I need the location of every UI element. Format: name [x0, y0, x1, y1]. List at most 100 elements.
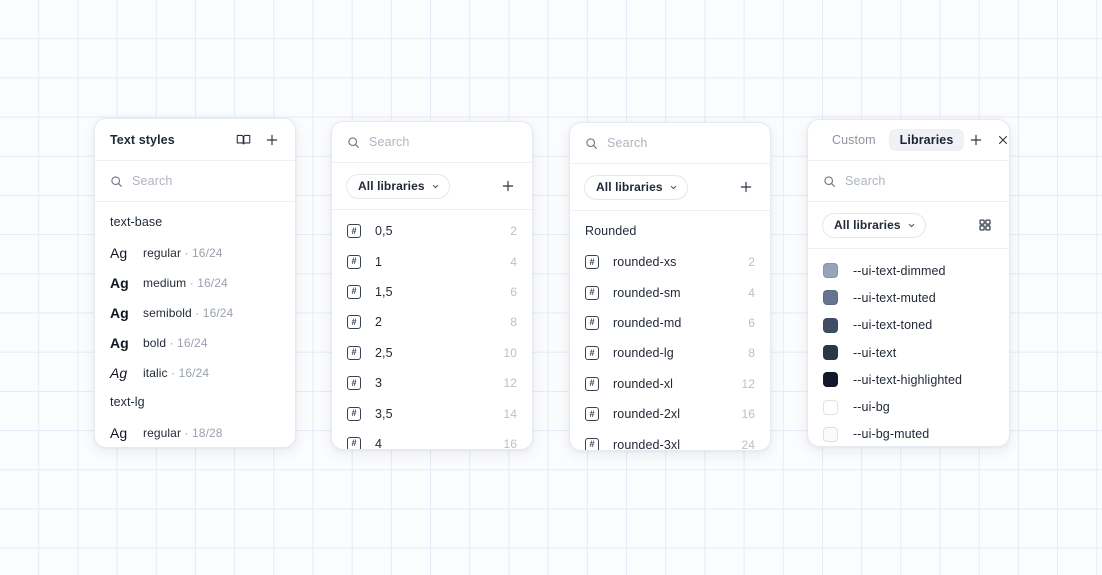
list-item[interactable]: #2,5 10 — [332, 338, 532, 368]
library-filter-select[interactable]: All libraries — [584, 174, 688, 200]
list-item[interactable]: Ag semibold · 16/24 — [95, 298, 295, 328]
list-item[interactable]: Ag regular · 18/28 — [95, 418, 295, 447]
search-placeholder: Search — [369, 135, 410, 149]
close-icon[interactable] — [993, 130, 1009, 150]
type-specimen: Ag — [110, 305, 129, 321]
list-item[interactable]: --ui-bg-muted — [808, 421, 1009, 446]
color-token-list: --ui-text-dimmed --ui-text-muted --ui-text… — [808, 249, 1009, 446]
token-value: 4 — [748, 285, 755, 300]
token-name: 2 — [375, 315, 383, 330]
token-value: 10 — [503, 345, 517, 360]
type-specimen: Ag — [110, 245, 128, 261]
list-item[interactable]: # rounded-2xl 16 — [570, 399, 770, 429]
list-item[interactable]: --ui-text-muted — [808, 284, 1009, 311]
list-item[interactable]: #3,5 14 — [332, 398, 532, 428]
hash-icon: # — [347, 406, 361, 421]
list-item[interactable]: Ag medium · 16/24 — [95, 268, 295, 298]
library-filter-select[interactable]: All libraries — [822, 212, 926, 238]
hash-icon: # — [347, 254, 361, 269]
token-value: 4 — [510, 254, 517, 269]
token-name: 2,5 — [375, 345, 393, 360]
toolbar-actions — [498, 176, 518, 196]
color-token-name: --ui-text — [853, 345, 897, 360]
list-item[interactable]: #1,5 6 — [332, 277, 532, 307]
search-input[interactable]: Search — [95, 161, 295, 201]
token-name: 3,5 — [375, 406, 393, 421]
token-value: 6 — [510, 284, 517, 299]
plus-icon[interactable] — [736, 177, 756, 197]
list-item[interactable]: # rounded-xl 12 — [570, 369, 770, 399]
book-icon[interactable] — [233, 130, 253, 150]
token-name: 4 — [375, 436, 383, 450]
hash-icon: # — [347, 224, 361, 239]
grid-view-icon[interactable] — [975, 215, 995, 235]
token-name: 1,5 — [375, 284, 393, 299]
list-item[interactable]: --ui-text-highlighted — [808, 366, 1009, 393]
chevron-down-icon — [431, 182, 440, 191]
colors-panel: Custom Libraries Search All libraries — [807, 119, 1010, 447]
list-item[interactable]: #4 16 — [332, 429, 532, 450]
plus-icon[interactable] — [262, 130, 282, 150]
token-name: 0,5 — [375, 224, 393, 239]
color-token-name: --ui-text-dimmed — [853, 263, 946, 278]
color-swatch — [823, 372, 838, 388]
toolbar: All libraries — [332, 163, 532, 209]
toolbar: All libraries — [808, 202, 1009, 248]
token-value: 12 — [741, 376, 755, 391]
list-item[interactable]: Ag italic · 16/24 — [95, 358, 295, 388]
divider — [332, 162, 532, 163]
group-label: text-base — [110, 215, 163, 229]
list-item[interactable]: #2 8 — [332, 307, 532, 337]
color-swatch — [823, 345, 838, 361]
list-item[interactable]: #1 4 — [332, 246, 532, 276]
search-input[interactable]: Search — [570, 123, 770, 163]
list-item[interactable]: #0,5 2 — [332, 216, 532, 246]
token-name: rounded-2xl — [613, 407, 681, 422]
panel-header: Text styles — [95, 119, 295, 160]
list-item[interactable]: Ag bold · 16/24 — [95, 328, 295, 358]
token-value: 16 — [503, 436, 517, 450]
radius-token-list: Rounded # rounded-xs 2 # rounded-sm 4 # rounded… — [570, 211, 770, 450]
hash-icon: # — [347, 315, 361, 330]
search-icon — [110, 175, 123, 188]
list-item[interactable]: # rounded-sm 4 — [570, 277, 770, 307]
spacing-panel: Search All libraries #0,5 2 #1 4 #1,5 6 #2 8 #2,… — [331, 121, 533, 450]
list-item[interactable]: --ui-text — [808, 339, 1009, 366]
chevron-down-icon — [907, 221, 916, 230]
list-item[interactable]: # rounded-xs 2 — [570, 247, 770, 277]
list-item[interactable]: # rounded-lg 8 — [570, 338, 770, 368]
color-swatch — [823, 263, 838, 279]
list-item[interactable]: --ui-bg — [808, 393, 1009, 420]
search-icon — [585, 137, 598, 150]
color-swatch — [823, 290, 838, 306]
search-icon — [823, 175, 836, 188]
library-filter-label: All libraries — [834, 218, 901, 232]
token-value: 6 — [748, 315, 755, 330]
hash-icon: # — [585, 437, 599, 450]
list-item[interactable]: # rounded-3xl 24 — [570, 429, 770, 450]
color-token-name: --ui-text-toned — [853, 318, 933, 333]
plus-icon[interactable] — [966, 130, 986, 150]
plus-icon[interactable] — [498, 176, 518, 196]
token-name: rounded-xs — [613, 255, 677, 270]
list-item[interactable]: # rounded-md 6 — [570, 308, 770, 338]
search-input[interactable]: Search — [808, 161, 1009, 201]
style-meta: regular · 18/28 — [143, 426, 223, 440]
list-item[interactable]: #3 12 — [332, 368, 532, 398]
divider — [808, 248, 1009, 249]
tab-libraries[interactable]: Libraries — [888, 129, 965, 151]
search-input[interactable]: Search — [332, 122, 532, 162]
token-name: rounded-lg — [613, 346, 674, 361]
list-item[interactable]: Ag regular · 16/24 — [95, 238, 295, 268]
hash-icon: # — [585, 315, 599, 330]
divider — [332, 209, 532, 210]
hash-icon: # — [585, 407, 599, 422]
list-item[interactable]: --ui-text-dimmed — [808, 257, 1009, 284]
style-meta: semibold · 16/24 — [143, 306, 234, 320]
library-filter-select[interactable]: All libraries — [346, 173, 450, 199]
list-item[interactable]: --ui-text-toned — [808, 312, 1009, 339]
style-meta: italic · 16/24 — [143, 366, 210, 380]
tab-custom[interactable]: Custom — [832, 133, 876, 147]
divider — [570, 163, 770, 164]
header-actions — [966, 130, 1009, 150]
